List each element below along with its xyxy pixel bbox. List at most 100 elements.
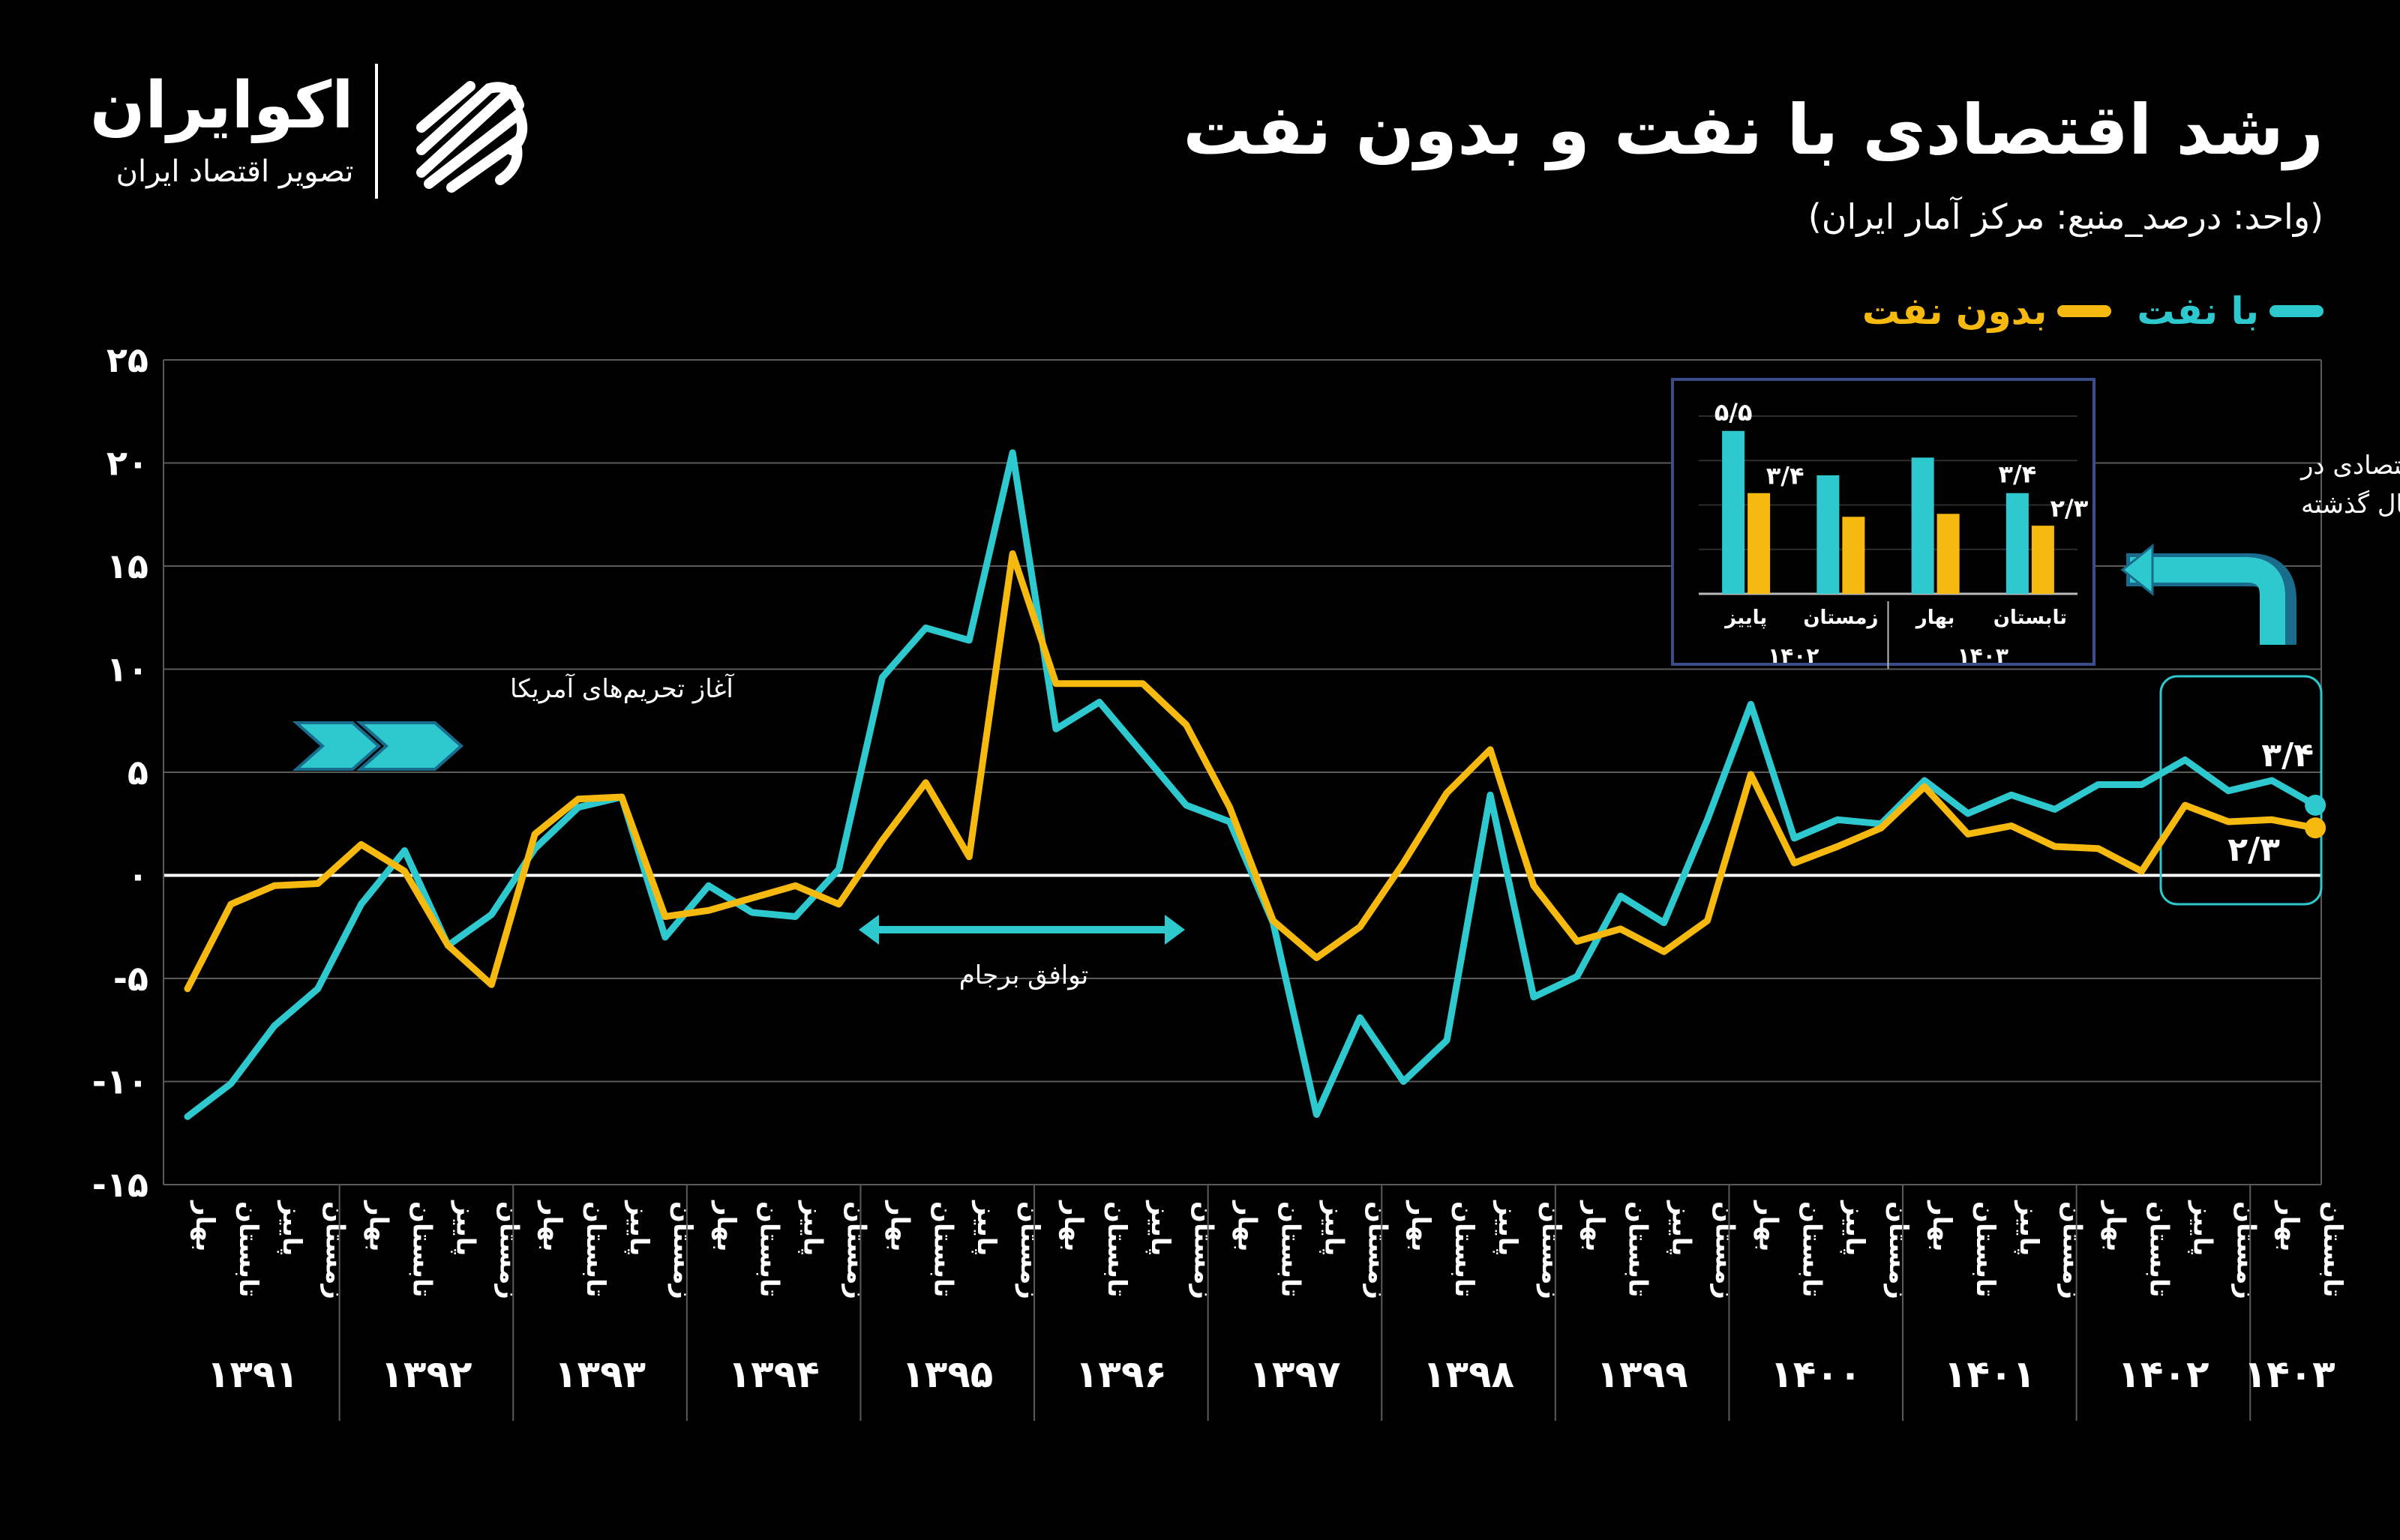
x-tick-label: زمستان <box>1710 1201 1740 1299</box>
inset-bar-with-oil <box>1722 430 1745 594</box>
ecoiran-spiral-logo-icon <box>416 81 527 193</box>
end-marker-without-oil <box>2305 817 2326 839</box>
year-label: ۱۳۹۲ <box>380 1353 472 1396</box>
inset-data-label: ۳/۴ <box>1766 462 1804 490</box>
arrow-right-icon <box>1165 915 1185 945</box>
x-tick-label: زمستان <box>1883 1201 1913 1299</box>
x-tick-label: تابستان <box>2144 1201 2174 1298</box>
y-tick-label: -۱۵ <box>92 1164 148 1205</box>
x-tick-label: پاییز <box>1145 1200 1175 1256</box>
inset-bar-without-oil <box>1842 517 1865 594</box>
inset-data-label: ۳/۴ <box>1999 460 2037 489</box>
x-tick-label: زمستان <box>1189 1201 1219 1299</box>
inset-year-label: ۱۴۰۲ <box>1768 643 1819 668</box>
x-tick-label: پاییز <box>1318 1200 1348 1256</box>
x-tick-label: زمستان <box>668 1201 698 1299</box>
x-tick-label: زمستان <box>2057 1201 2087 1299</box>
x-tick-label: پاییز <box>971 1200 1001 1256</box>
year-label: ۱۳۹۹ <box>1597 1353 1688 1396</box>
legend-item-with-oil: با نفت <box>2137 289 2324 333</box>
x-tick-label: پاییز <box>2187 1200 2217 1256</box>
x-tick-label: تابستان <box>754 1201 784 1298</box>
x-tick-label: پاییز <box>1492 1200 1522 1256</box>
arrow-head-left-icon <box>2120 543 2154 597</box>
y-tick-label: ۰ <box>128 855 148 896</box>
jcpoa-label: توافق برجام <box>959 960 1089 990</box>
year-label: ۱۳۹۳ <box>554 1353 646 1396</box>
sanctions-annotation: آغاز تحریم‌های آمریکا <box>292 673 734 771</box>
x-tick-label: بهار <box>1927 1200 1957 1252</box>
year-label: ۱۴۰۱ <box>1944 1353 2036 1396</box>
x-tick-label: تابستان <box>1796 1201 1826 1298</box>
x-tick-label: زمستان <box>1362 1201 1392 1299</box>
x-tick-label: زمستان <box>1536 1201 1566 1299</box>
bent-arrow-icon <box>2130 557 2285 645</box>
x-tick-label: زمستان <box>320 1201 350 1299</box>
x-tick-label: تابستان <box>580 1201 610 1298</box>
x-tick-label: زمستان <box>494 1201 524 1299</box>
chevron-right-icon <box>356 721 464 771</box>
inset-bar-with-oil <box>2006 493 2029 594</box>
x-tick-label: تابستان <box>407 1201 437 1298</box>
x-tick-label: بهار <box>190 1200 220 1252</box>
inset-axis: پاییز زمستان بهار تابستان ۱۴۰۲ ۱۴۰۳ <box>1724 601 2067 669</box>
last-year-highlight-box <box>2159 675 2323 906</box>
chart-title: رشد اقتصادی با نفت و بدون نفت <box>1183 90 2324 170</box>
x-tick-label: بهار <box>364 1200 394 1252</box>
x-tick-label: زمستان <box>2230 1201 2260 1299</box>
series-line-without-oil <box>184 550 2319 993</box>
last-value-without-oil: ۲/۳ <box>2228 831 2280 869</box>
inset-data-label: ۵/۵ <box>1714 398 1753 427</box>
inset-bar-without-oil <box>1748 493 1771 594</box>
last-value-with-oil: ۳/۴ <box>2261 736 2314 774</box>
y-tick-label: ۱۰ <box>106 649 148 690</box>
inset-data-label: ۲/۳ <box>2050 494 2089 523</box>
chevron-right-icon <box>292 721 382 771</box>
inset-category-label: تابستان <box>1994 607 2067 629</box>
inset-bar-chart: ۵/۵ ۳/۴ ۳/۴ ۲/۳ پاییز زمستان بهار تابستان ۱۴۰۲ ۱… <box>1671 378 2096 669</box>
y-tick-label: ۲۰ <box>106 443 148 484</box>
x-tick-label: پاییز <box>277 1200 307 1256</box>
x-tick-label: بهار <box>1232 1200 1262 1252</box>
year-label: ۱۳۹۵ <box>902 1353 993 1396</box>
arrow-left-icon <box>859 915 879 945</box>
chart-subtitle: (واحد: درصد_منبع: مرکز آمار ایران) <box>1808 196 2324 237</box>
year-label: ۱۳۹۸ <box>1423 1353 1514 1396</box>
inset-year-label: ۱۴۰۳ <box>1958 643 2008 668</box>
x-tick-label: پاییز <box>624 1200 654 1256</box>
x-tick-label: بهار <box>1406 1200 1436 1252</box>
x-tick-label: پاییز <box>798 1200 828 1256</box>
inset-caption-line-1: رشد اقتصادی در <box>2300 451 2400 481</box>
y-axis: ۲۵ ۲۰ ۱۵ ۱۰ ۵ ۰ -۵ -۱۰ -۱۵ <box>92 340 148 1205</box>
x-tick-label: پاییز <box>450 1200 480 1256</box>
x-tick-label: بهار <box>884 1200 914 1252</box>
y-tick-label: ۱۵ <box>106 546 148 586</box>
legend-swatch-without-oil <box>2057 305 2112 317</box>
year-label: ۱۳۹۶ <box>1076 1353 1167 1396</box>
inset-bar-with-oil <box>1816 475 1840 594</box>
x-tick-label: تابستان <box>1970 1201 2000 1298</box>
legend: با نفت بدون نفت <box>1862 289 2324 333</box>
annotations: آغاز تحریم‌های آمریکا توافق برجام ۳/۴ ۲/… <box>292 451 2400 990</box>
x-tick-label: تابستان <box>1102 1201 1132 1298</box>
end-marker-with-oil <box>2305 795 2326 816</box>
y-tick-label: ۲۵ <box>106 340 148 380</box>
x-tick-label: بهار <box>537 1200 567 1252</box>
x-tick-label: پاییز <box>1840 1200 1870 1256</box>
inset-category-label: پاییز <box>1724 607 1767 629</box>
x-tick-label: بهار <box>2101 1200 2131 1252</box>
inset-category-label: بهار <box>1915 607 1955 629</box>
inset-caption-line-2: یک سال گذشته <box>2301 490 2400 520</box>
x-tick-label: زمستان <box>1015 1201 1045 1299</box>
legend-swatch-with-oil <box>2270 305 2324 317</box>
year-label: ۱۳۹۷ <box>1249 1353 1340 1396</box>
x-tick-label: بهار <box>1058 1200 1088 1252</box>
inset-bar-without-oil <box>2031 526 2054 594</box>
year-label: ۱۳۹۱ <box>207 1353 298 1396</box>
legend-label-without-oil: بدون نفت <box>1862 289 2048 333</box>
x-tick-label: تابستان <box>233 1201 263 1298</box>
year-label: ۱۴۰۰ <box>1770 1353 1862 1396</box>
year-label: ۱۴۰۳ <box>2244 1353 2336 1396</box>
